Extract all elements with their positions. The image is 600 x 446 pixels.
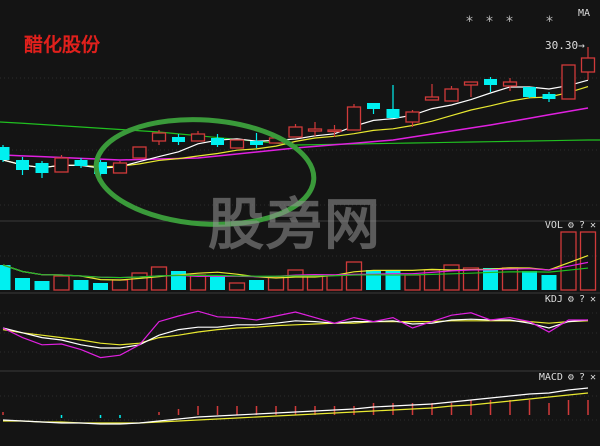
candle-down	[0, 147, 10, 160]
candle-up	[502, 81, 518, 87]
vol-panel-header: VOL ⚙ ? ✕	[545, 220, 596, 231]
star-marker: *	[486, 14, 493, 30]
close-icon[interactable]: ✕	[589, 220, 596, 231]
candle-up	[307, 128, 323, 132]
volume-bar-down	[366, 270, 381, 290]
kdj-k-line	[2, 318, 589, 349]
candle-down	[523, 87, 536, 97]
volume-bar-up	[345, 261, 363, 291]
stock-name: 醋化股份	[24, 34, 101, 56]
candle-down	[16, 160, 29, 170]
gear-icon[interactable]: ⚙	[567, 220, 574, 231]
candle-down	[74, 160, 88, 166]
ma60-line	[0, 121, 600, 146]
volume-bar-up	[189, 274, 207, 291]
help-icon[interactable]: ?	[578, 220, 585, 231]
candle-up	[405, 111, 420, 123]
volume-bar-down	[93, 283, 108, 290]
star-marker: *	[506, 14, 513, 30]
macd-dea-line	[3, 392, 589, 424]
candle-down	[386, 109, 400, 118]
vol-label: VOL	[544, 220, 563, 231]
star-marker: *	[466, 14, 473, 30]
candle-up	[327, 129, 342, 133]
candle-down	[250, 141, 263, 145]
macd-label: MACD	[538, 372, 563, 383]
help-icon[interactable]: ?	[578, 372, 585, 383]
volume-bar-up	[111, 279, 129, 291]
macd-dif-line	[2, 387, 589, 425]
candle-down	[542, 94, 556, 99]
candle-down	[35, 163, 49, 173]
candle-up	[580, 57, 596, 73]
volume-bar-up	[404, 274, 421, 291]
kdj-panel-header: KDJ ⚙ ? ✕	[545, 294, 596, 305]
volume-bar-up	[326, 274, 343, 291]
candle-up	[444, 88, 459, 102]
high-price-marker: 30.30→	[545, 39, 585, 52]
close-icon[interactable]: ✕	[589, 372, 596, 383]
kdj-d-line	[2, 320, 589, 346]
volume-bar-down	[34, 281, 50, 290]
gear-icon[interactable]: ⚙	[567, 294, 574, 305]
volume-bar-up	[579, 231, 597, 291]
volume-bar-up	[560, 231, 577, 291]
watermark: 股旁网	[208, 193, 382, 258]
volume-bar-down	[0, 265, 11, 290]
candle-up	[54, 157, 69, 173]
candle-down	[367, 103, 380, 109]
volume-bar-up	[443, 264, 460, 291]
kdj-j-line	[2, 310, 588, 359]
candle-up	[346, 106, 362, 131]
candle-up	[132, 146, 147, 159]
candle-down	[172, 137, 185, 142]
volume-bar-up	[131, 272, 148, 291]
ma-label[interactable]: MA	[578, 8, 591, 19]
help-icon[interactable]: ?	[578, 294, 585, 305]
candle-up	[151, 132, 167, 142]
volume-bar-down	[73, 280, 89, 290]
volume-bar-down	[541, 275, 557, 290]
kdj-label: KDJ	[544, 294, 563, 305]
volume-bar-down	[249, 280, 264, 290]
candle-up	[424, 96, 440, 101]
candle-up	[561, 64, 576, 100]
candle-up	[288, 126, 303, 138]
volume-ma20-line	[2, 264, 589, 279]
candle-down	[211, 138, 224, 145]
volume-bar-down	[483, 268, 498, 290]
volume-bar-up	[150, 266, 168, 291]
gear-icon[interactable]: ⚙	[567, 372, 574, 383]
volume-bar-up	[267, 276, 285, 291]
volume-bar-up	[53, 275, 70, 291]
volume-bar-up	[462, 267, 480, 291]
candle-up	[463, 81, 479, 86]
star-marker: *	[546, 14, 553, 30]
candle-up	[112, 162, 128, 174]
close-icon[interactable]: ✕	[589, 294, 596, 305]
candle-down	[484, 79, 497, 85]
candle-up	[190, 133, 206, 142]
volume-bar-down	[522, 271, 537, 290]
volume-bar-up	[228, 282, 246, 291]
macd-panel-header: MACD ⚙ ? ✕	[539, 372, 596, 383]
volume-bar-up	[287, 269, 304, 291]
volume-bar-down	[15, 278, 30, 290]
volume-bar-down	[385, 270, 401, 290]
annotation-ellipse	[93, 117, 317, 227]
volume-bar-down	[210, 275, 225, 290]
candle-up	[229, 139, 245, 149]
